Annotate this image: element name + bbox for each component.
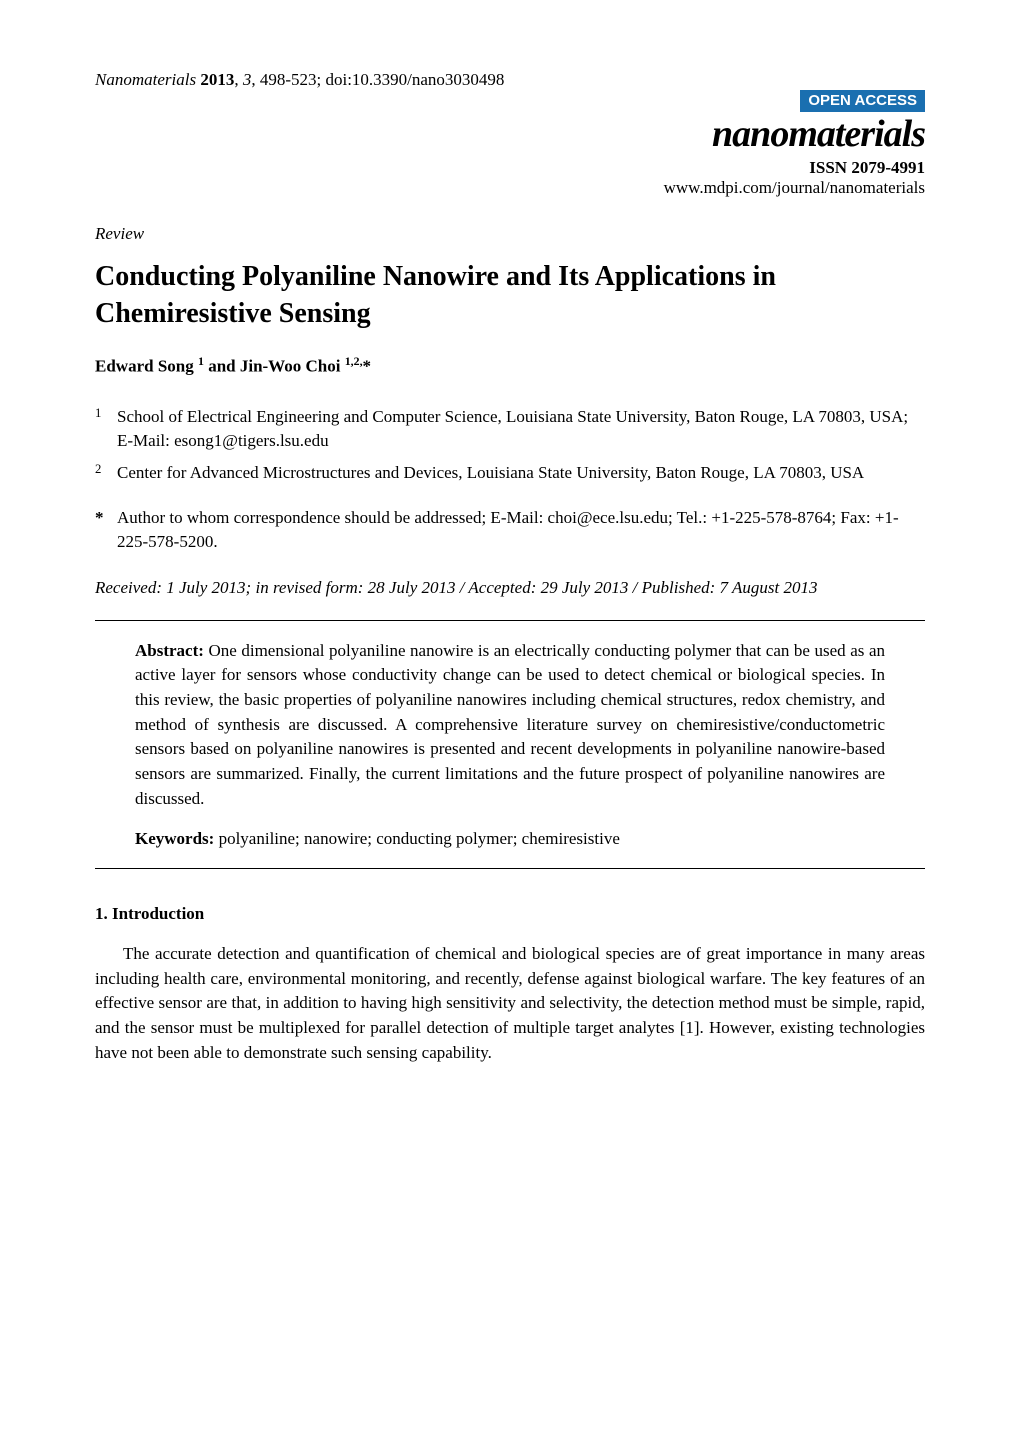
citation-header: Nanomaterials 2013, 3, 498-523; doi:10.3…	[95, 70, 925, 90]
affiliation-item: 1 School of Electrical Engineering and C…	[95, 405, 925, 453]
correspondence-block: * Author to whom correspondence should b…	[95, 506, 925, 554]
keywords-text: polyaniline; nanowire; conducting polyme…	[219, 829, 620, 848]
issn: ISSN 2079-4991	[95, 158, 925, 178]
body-paragraph: The accurate detection and quantificatio…	[95, 942, 925, 1065]
keywords-label: Keywords:	[135, 829, 214, 848]
affiliations-block: 1 School of Electrical Engineering and C…	[95, 405, 925, 484]
divider-top	[95, 620, 925, 621]
journal-header-block: OPEN ACCESS nanomaterials ISSN 2079-4991…	[95, 90, 925, 198]
affiliation-item: 2 Center for Advanced Microstructures an…	[95, 461, 925, 485]
pages: 498-523	[260, 70, 317, 89]
correspondence-text: Author to whom correspondence should be …	[117, 506, 925, 554]
abstract-section: Abstract: One dimensional polyaniline na…	[95, 639, 925, 811]
section-heading: 1. Introduction	[95, 904, 925, 924]
keywords-section: Keywords: polyaniline; nanowire; conduct…	[95, 829, 925, 849]
journal-name: Nanomaterials	[95, 70, 196, 89]
abstract-label: Abstract:	[135, 641, 204, 660]
affiliation-text: Center for Advanced Microstructures and …	[117, 461, 925, 485]
authors: Edward Song 1 and Jin-Woo Choi 1,2,*	[95, 354, 925, 377]
affiliation-number: 2	[95, 461, 117, 485]
doi: doi:10.3390/nano3030498	[325, 70, 504, 89]
open-access-badge: OPEN ACCESS	[800, 90, 925, 112]
divider-bottom	[95, 868, 925, 869]
publication-dates: Received: 1 July 2013; in revised form: …	[95, 576, 925, 600]
article-type: Review	[95, 224, 925, 244]
affiliation-number: 1	[95, 405, 117, 453]
affiliation-text: School of Electrical Engineering and Com…	[117, 405, 925, 453]
journal-url: www.mdpi.com/journal/nanomaterials	[95, 178, 925, 198]
article-title: Conducting Polyaniline Nanowire and Its …	[95, 259, 925, 332]
correspondence-marker: *	[95, 506, 117, 554]
abstract-text: One dimensional polyaniline nanowire is …	[135, 641, 885, 808]
publication-year: 2013	[200, 70, 234, 89]
journal-logo: nanomaterials	[95, 112, 925, 158]
